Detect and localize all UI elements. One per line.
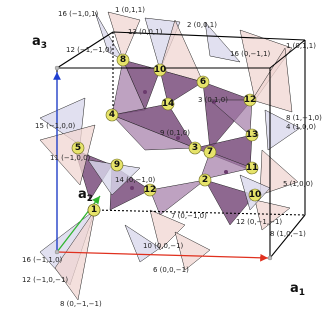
svg-text:7: 7 bbox=[207, 147, 213, 157]
unit-cell-edges bbox=[56, 31, 306, 259]
svg-text:6 (0,0,−1): 6 (0,0,−1) bbox=[153, 266, 189, 274]
svg-text:13 (0,0,1): 13 (0,0,1) bbox=[128, 28, 163, 36]
node-1: 1 bbox=[87, 203, 101, 217]
node-3: 3 bbox=[188, 141, 202, 155]
node-14: 14 bbox=[161, 97, 175, 111]
svg-text:2: 2 bbox=[202, 175, 208, 185]
svg-text:14: 14 bbox=[162, 99, 175, 109]
svg-text:15 (−1,0,0): 15 (−1,0,0) bbox=[35, 122, 76, 130]
svg-text:16 (−1,0,1): 16 (−1,0,1) bbox=[58, 10, 99, 18]
svg-text:16 (−1,1,0): 16 (−1,1,0) bbox=[22, 256, 63, 264]
svg-text:11: 11 bbox=[246, 163, 259, 173]
svg-text:11 (−1,0,0): 11 (−1,0,0) bbox=[50, 154, 91, 162]
node-2: 2 bbox=[198, 173, 212, 187]
svg-text:10: 10 bbox=[154, 65, 167, 75]
numbered-nodes: 8 10 6 12 4 14 13 3 7 5 11 9 2 10 12 1 bbox=[71, 53, 262, 217]
node-10b: 10 bbox=[248, 188, 262, 202]
svg-text:9 (0,1,0): 9 (0,1,0) bbox=[160, 129, 190, 137]
svg-text:6: 6 bbox=[200, 77, 206, 87]
node-10a: 10 bbox=[153, 63, 167, 77]
svg-text:16 (0,−1,1): 16 (0,−1,1) bbox=[230, 50, 271, 58]
node-12b: 12 bbox=[143, 183, 157, 197]
node-8a: 8 bbox=[116, 53, 130, 67]
svg-text:12: 12 bbox=[144, 185, 157, 195]
tetrahedra bbox=[39, 11, 301, 301]
a1-label: a1 bbox=[290, 281, 305, 298]
svg-text:14 (0,−1,0): 14 (0,−1,0) bbox=[115, 176, 156, 184]
svg-text:8 (1,0,−1): 8 (1,0,−1) bbox=[270, 230, 306, 238]
svg-text:5: 5 bbox=[75, 143, 81, 153]
svg-text:2 (0,0,1): 2 (0,0,1) bbox=[187, 21, 217, 29]
svg-text:9: 9 bbox=[114, 160, 120, 170]
node-5: 5 bbox=[71, 141, 85, 155]
svg-text:1 (0,1,1): 1 (0,1,1) bbox=[286, 42, 316, 50]
axis-labels: a3 a2 a1 bbox=[32, 34, 305, 298]
a2-label: a2 bbox=[78, 187, 93, 204]
svg-text:13: 13 bbox=[246, 130, 259, 140]
svg-text:12 (0,−1,−1): 12 (0,−1,−1) bbox=[236, 218, 282, 226]
node-12a: 12 bbox=[243, 93, 257, 107]
svg-text:4 (1,0,0): 4 (1,0,0) bbox=[286, 123, 316, 131]
svg-text:12: 12 bbox=[244, 95, 257, 105]
node-6a: 6 bbox=[196, 75, 210, 89]
node-4: 4 bbox=[105, 108, 119, 122]
node-7: 7 bbox=[203, 145, 217, 159]
svg-text:3: 3 bbox=[192, 143, 198, 153]
node-11: 11 bbox=[245, 161, 259, 175]
inner-dots bbox=[130, 90, 228, 190]
svg-text:8 (1,−1,0): 8 (1,−1,0) bbox=[286, 114, 322, 122]
site-labels: 16 (−1,0,1) 1 (0,1,1) 13 (0,0,1) 2 (0,0,… bbox=[22, 6, 322, 308]
node-13: 13 bbox=[245, 128, 259, 142]
svg-text:8 (0,−1,−1): 8 (0,−1,−1) bbox=[60, 300, 102, 308]
a3-label: a3 bbox=[32, 34, 47, 51]
svg-text:7 (0,−1,0): 7 (0,−1,0) bbox=[171, 212, 207, 220]
svg-text:12 (−1,0,−1): 12 (−1,0,−1) bbox=[22, 276, 68, 284]
svg-text:5 (1,0,0): 5 (1,0,0) bbox=[283, 180, 313, 188]
svg-text:1: 1 bbox=[91, 205, 97, 215]
svg-text:3 (0,1,0): 3 (0,1,0) bbox=[198, 96, 228, 104]
svg-text:4: 4 bbox=[109, 110, 115, 120]
a1-vector bbox=[56, 251, 269, 262]
svg-text:8: 8 bbox=[120, 55, 126, 65]
svg-text:1 (0,1,1): 1 (0,1,1) bbox=[115, 6, 145, 14]
node-9: 9 bbox=[110, 158, 124, 172]
svg-text:12 (−1,−1,0): 12 (−1,−1,0) bbox=[66, 46, 112, 54]
svg-text:10 (0,0,−1): 10 (0,0,−1) bbox=[143, 242, 184, 250]
svg-text:10: 10 bbox=[249, 190, 262, 200]
